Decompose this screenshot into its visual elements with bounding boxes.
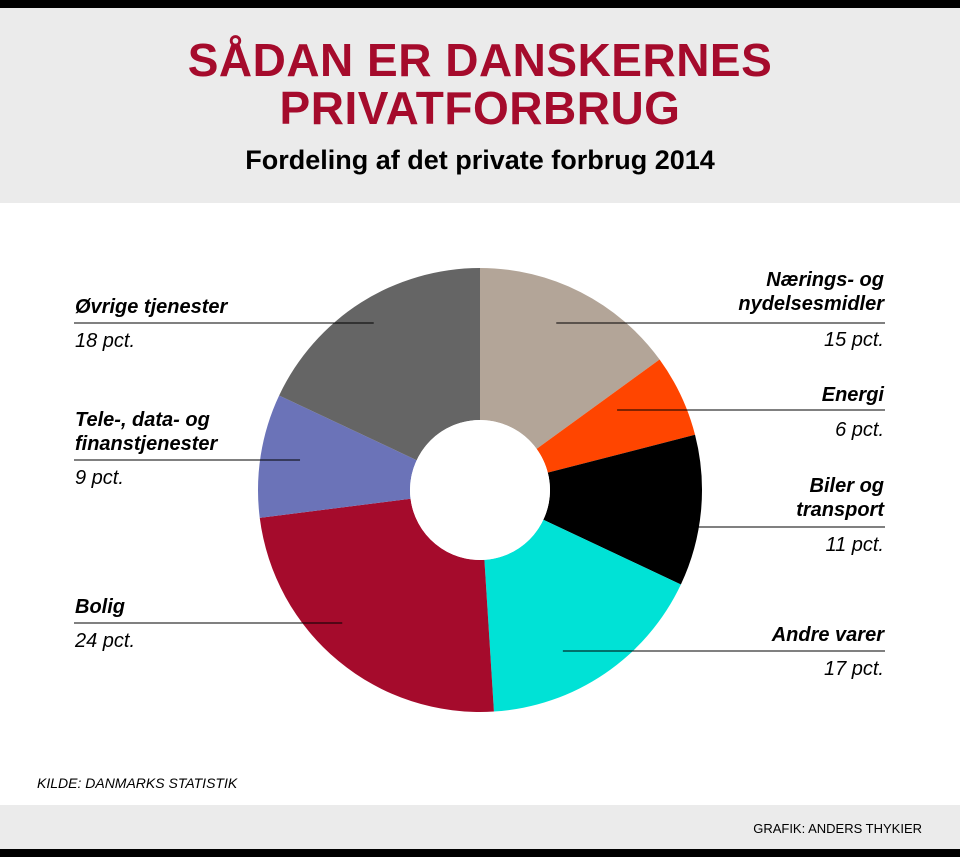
label-group-energi: Energi 6 pct.	[617, 384, 885, 441]
slice-naerings-og-nydelsesmidler	[480, 268, 660, 449]
label-group-bolig: Bolig 24 pct.	[74, 596, 343, 652]
top-border	[0, 0, 960, 8]
label-group-andre-varer: Andre varer 17 pct.	[562, 624, 885, 680]
graphic-credit: GRAFIK: ANDERS THYKIER	[753, 821, 922, 836]
slice-label-energi-line-1: Energi	[822, 384, 885, 406]
bottom-border	[0, 849, 960, 857]
slice-value-naerings-og-nydelsesmidler: 15 pct.	[824, 329, 884, 351]
source-note: KILDE: DANMARKS STATISTIK	[37, 775, 238, 791]
slice-value-biler-og-transport: 11 pct.	[825, 534, 884, 556]
slice-biler-og-transport	[543, 434, 703, 585]
footer-band: GRAFIK: ANDERS THYKIER	[0, 805, 960, 849]
slice-value-andre-varer: 17 pct.	[824, 658, 884, 680]
slice-label-ovrige-tjenester-line-1: Øvrige tjenester	[75, 296, 229, 318]
slice-label-tele-data-og-finanstjenester-line-2: finanstjenester	[75, 433, 218, 455]
slice-value-bolig: 24 pct.	[74, 630, 135, 652]
slice-ovrige-tjenester	[279, 268, 480, 461]
slice-label-tele-data-og-finanstjenester-line-1: Tele-, data- og	[75, 409, 210, 431]
slice-value-ovrige-tjenester: 18 pct.	[75, 330, 135, 352]
title-line-2: PRIVATFORBRUG	[279, 82, 681, 134]
slice-value-energi: 6 pct.	[835, 419, 884, 441]
donut-hole	[410, 420, 550, 560]
slice-label-bolig-line-1: Bolig	[75, 596, 125, 618]
slice-andre-varer	[484, 519, 681, 712]
page-subtitle: Fordeling af det private forbrug 2014	[245, 145, 715, 175]
slice-label-naerings-og-nydelsesmidler-line-2: nydelsesmidler	[738, 293, 885, 315]
page-title: SÅDAN ER DANSKERNES PRIVATFORBRUG	[0, 36, 960, 132]
slice-label-naerings-og-nydelsesmidler-line-1: Nærings- og	[766, 269, 884, 291]
slice-label-biler-og-transport-line-2: transport	[796, 499, 885, 521]
slice-value-tele-data-og-finanstjenester: 9 pct.	[75, 467, 124, 489]
slice-bolig	[259, 498, 494, 712]
label-group-ovrige-tjenester: Øvrige tjenester 18 pct.	[74, 296, 374, 352]
slice-label-andre-varer-line-1: Andre varer	[771, 624, 885, 646]
title-line-1: SÅDAN ER DANSKERNES	[187, 34, 773, 86]
slice-tele-data-og-finanstjenester	[258, 395, 417, 518]
slice-energi	[536, 359, 696, 473]
header-band: SÅDAN ER DANSKERNES PRIVATFORBRUG Fordel…	[0, 8, 960, 203]
slice-label-biler-og-transport-line-1: Biler og	[810, 475, 884, 497]
